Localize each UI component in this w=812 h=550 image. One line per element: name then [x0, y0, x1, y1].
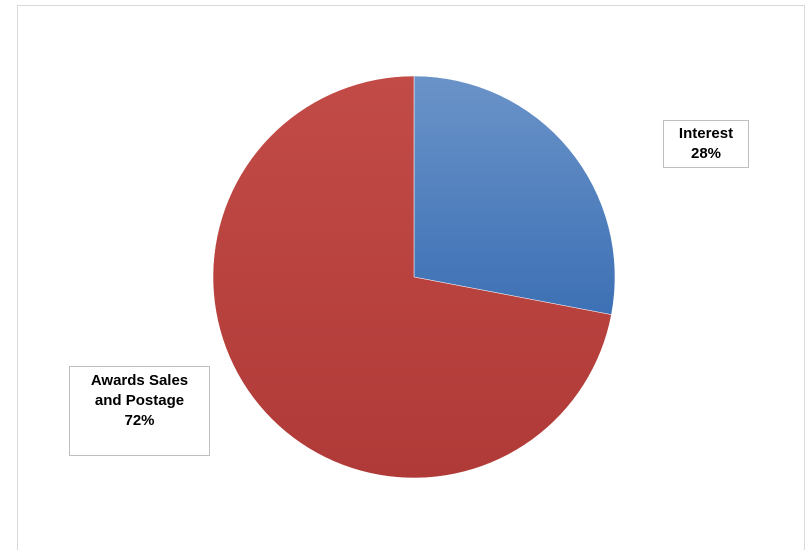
pie-slice-interest	[413, 75, 616, 315]
pie-slice-awards-sales-and-postage	[212, 75, 612, 479]
data-label-interest-value: 28%	[690, 145, 722, 162]
data-label-awards-name: Awards Sales and Postage	[90, 372, 189, 409]
data-label-awards-sales-and-postage: Awards Sales and Postage 72%	[69, 366, 210, 456]
data-label-interest-name: Interest	[678, 125, 734, 142]
data-label-interest: Interest 28%	[663, 120, 749, 168]
pie-slices	[212, 75, 616, 479]
data-label-awards-value: 72%	[124, 412, 155, 429]
